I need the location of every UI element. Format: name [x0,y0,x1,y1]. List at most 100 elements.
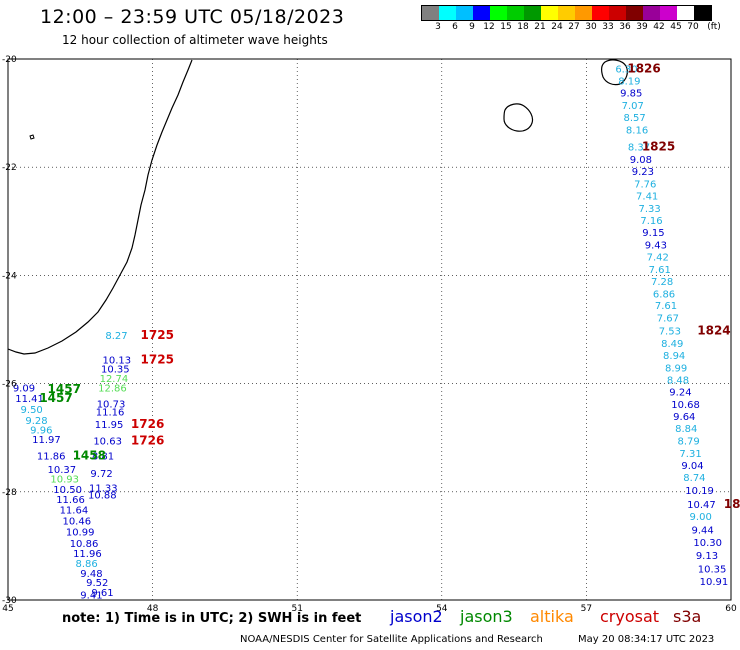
pass-time-label: 1458 [73,449,106,463]
pass-time-label: 1457 [48,382,81,396]
wave-height-value: 10.99 [66,527,95,538]
wave-height-value: 8.49 [661,339,683,350]
wave-height-value: 8.94 [663,351,685,362]
color-scale-label: 3 [435,22,441,32]
color-scale-label: 33 [602,22,614,32]
wave-height-value: 8.19 [618,77,640,88]
wave-height-value: 11.96 [73,549,102,560]
pass-time-label: 1826 [627,62,660,76]
color-swatch [524,6,541,20]
wave-height-value: 8.16 [626,125,648,136]
wave-height-value: 10.73 [97,400,126,411]
lon-tick-label: 60 [725,604,737,614]
pass-time-label: 1726 [131,433,164,447]
wave-height-value: 7.42 [647,252,669,263]
color-scale-label: 70 [687,22,699,32]
wave-height-value: 11.97 [32,435,61,446]
plot-border [7,58,732,601]
madagascar-coastline [7,59,193,355]
wave-height-value: 9.52 [86,578,108,589]
wave-height-value: 9.23 [632,167,654,178]
wave-height-value: 10.13 [102,355,131,366]
wave-height-value: 10.19 [685,486,714,497]
lon-tick-label: 48 [147,604,159,614]
wave-height-value: 9.13 [696,551,718,562]
wave-height-value: 8.84 [675,424,697,435]
wave-height-value: 11.41 [15,394,44,405]
color-scale-bar [421,5,712,21]
color-swatch [541,6,558,20]
color-swatch [490,6,507,20]
axis-tick-labels: 45 48 51 54 57 60 -20 -22 -24 -26 -28 -30 [2,55,737,614]
color-swatch [422,6,439,20]
wave-height-value: 7.76 [634,179,656,190]
lat-lon-grid [7,58,732,601]
credit-line: NOAA/NESDIS Center for Satellite Applica… [240,634,543,645]
wave-height-value: 9.48 [80,569,102,580]
wave-height-value: 10.30 [693,538,722,549]
wave-height-value: 11.33 [89,483,118,494]
wave-height-value: 10.35 [698,565,727,576]
wave-height-value: 11.16 [96,408,125,419]
wave-height-value: 6.30 [615,65,637,76]
wave-height-value: 7.28 [651,277,673,288]
color-scale-label: 9 [469,22,475,32]
wave-height-value: 7.61 [649,265,671,276]
wave-height-value: 9.64 [673,412,695,423]
wave-height-value: 9.00 [690,512,712,523]
color-scale-label: 36 [619,22,631,32]
lat-tick-label: -30 [2,596,17,606]
wave-height-value: 8.57 [624,113,646,124]
wave-height-value: 6.86 [653,289,675,300]
pass-time-label: 182 [724,497,740,511]
wave-height-value: 8.27 [105,331,127,342]
wave-height-value: 7.61 [655,301,677,312]
mauritius-island [601,59,628,86]
wave-height-value: 10.47 [687,500,716,511]
wave-height-value: 10.86 [70,539,99,550]
color-swatch [626,6,643,20]
pass-time-label: 1824 [697,324,730,338]
wave-height-value: 9.28 [25,416,47,427]
color-scale-label: 24 [551,22,563,32]
wave-height-value: 8.37 [628,143,650,154]
wave-height-value: 8.74 [683,473,705,484]
map-frame [7,58,732,601]
wave-height-value: 9.44 [691,526,713,537]
color-swatch [575,6,592,20]
lat-tick-label: -24 [2,271,17,281]
color-swatch [473,6,490,20]
lon-tick-label: 51 [291,604,302,614]
wave-height-value: 10.88 [88,491,117,502]
color-swatch [456,6,473,20]
wave-height-value: 7.07 [622,101,644,112]
lon-tick-label: 54 [436,604,448,614]
wave-height-value: 10.35 [101,364,130,375]
pass-time-label: 1457 [39,391,72,405]
wave-height-value: 9.72 [90,469,112,480]
lon-tick-label: 45 [2,604,13,614]
color-swatch [677,6,694,20]
color-swatch [643,6,660,20]
wave-height-value: 7.33 [638,204,660,215]
wave-height-value: 9.04 [681,461,703,472]
wave-height-value: 12.74 [100,374,129,385]
wave-height-value: 10.37 [48,465,77,476]
wave-height-value: 8.48 [667,375,689,386]
wave-height-value: 9.96 [30,426,52,437]
color-swatch [609,6,626,20]
wave-height-value: 9.50 [21,405,43,416]
wave-height-value: 10.63 [93,436,122,447]
color-scale-label: 42 [653,22,665,32]
wave-height-value: 10.93 [50,474,79,485]
wave-height-value: 8.79 [677,436,699,447]
lat-tick-label: -26 [2,380,17,390]
wave-height-value: 7.31 [679,449,701,460]
color-swatch [439,6,456,20]
color-scale-label: 21 [534,22,546,32]
map-subtitle: 12 hour collection of altimeter wave hei… [62,33,328,47]
color-scale-label: (ft) [707,22,721,32]
legend-s3a: s3a [673,607,702,626]
wave-height-value: 9.61 [91,588,113,599]
